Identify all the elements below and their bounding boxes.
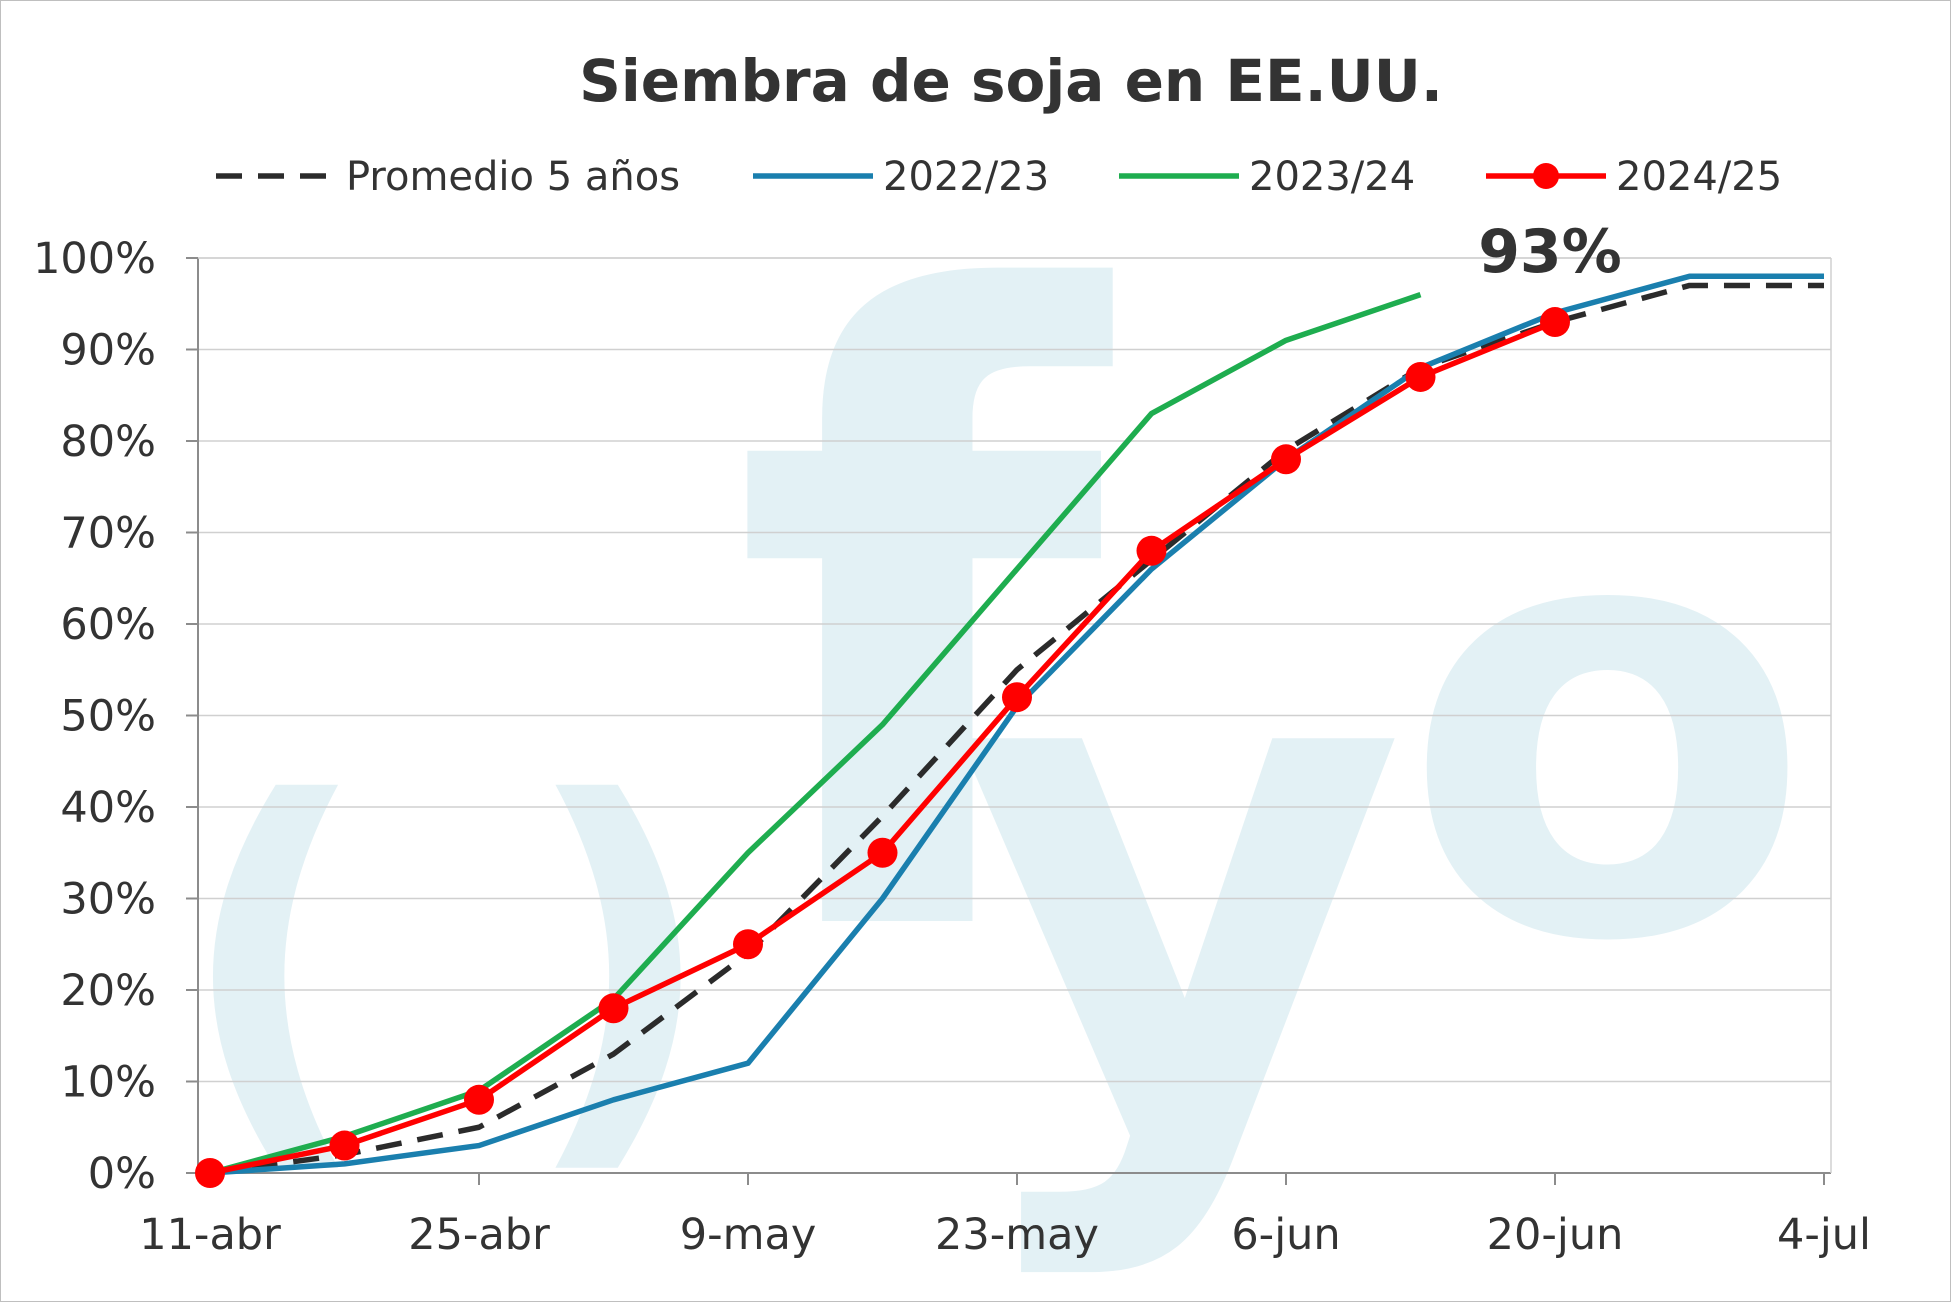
y-tick-label: 100% bbox=[33, 234, 156, 284]
watermark-glyph: ) bbox=[521, 713, 718, 1213]
x-tick-label: 23-may bbox=[935, 1210, 1099, 1260]
legend-label: Promedio 5 años bbox=[346, 154, 680, 200]
legend-marker bbox=[1533, 163, 1559, 189]
data-point bbox=[329, 1130, 360, 1161]
series-line-2 bbox=[209, 291, 1422, 1176]
data-label: 93% bbox=[1478, 217, 1622, 287]
y-tick-label: 60% bbox=[60, 600, 156, 650]
x-axis-ticks: 11-abr 25-abr 9-may 23-may 6-jun 20-jun 4-jul bbox=[139, 1173, 1871, 1260]
y-tick-label: 90% bbox=[60, 326, 156, 376]
x-tick-label: 9-may bbox=[680, 1210, 817, 1260]
y-tick-label: 20% bbox=[60, 966, 156, 1016]
y-tick-label: 0% bbox=[88, 1149, 156, 1199]
y-tick-label: 80% bbox=[60, 417, 156, 467]
data-point bbox=[195, 1158, 225, 1188]
chart-title: Siembra de soja en EE.UU. bbox=[579, 47, 1443, 115]
series-line-0 bbox=[209, 282, 1824, 1176]
x-tick-label: 11-abr bbox=[139, 1210, 281, 1260]
y-tick-label: 40% bbox=[60, 783, 156, 833]
legend-label: 2022/23 bbox=[883, 154, 1049, 200]
y-tick-label: 30% bbox=[60, 875, 156, 925]
data-point bbox=[1540, 307, 1570, 338]
y-axis-ticks: 0% 10% 20% 30% 40% 50% 60% 70% 80% 90% 100% bbox=[33, 234, 198, 1199]
y-tick-label: 70% bbox=[60, 509, 156, 559]
x-tick-label: 20-jun bbox=[1487, 1210, 1624, 1260]
y-tick-label: 50% bbox=[60, 692, 156, 742]
legend-label: 2023/24 bbox=[1249, 154, 1415, 200]
annotations: 93% bbox=[1478, 217, 1622, 287]
y-tick-label: 10% bbox=[60, 1058, 156, 1108]
data-point bbox=[598, 993, 629, 1024]
watermark-glyph: o bbox=[1401, 374, 1813, 1073]
x-tick-label: 25-abr bbox=[408, 1210, 550, 1260]
legend: Promedio 5 años 2022/23 2023/24 2024/25 bbox=[216, 154, 1782, 200]
series-markers bbox=[195, 307, 1570, 1188]
legend-label: 2024/25 bbox=[1616, 154, 1782, 200]
x-tick-label: 6-jun bbox=[1231, 1210, 1340, 1260]
data-point bbox=[867, 837, 898, 868]
data-point bbox=[1271, 444, 1301, 475]
data-point bbox=[1136, 535, 1167, 566]
data-point bbox=[1405, 361, 1436, 392]
x-tick-label: 4-jul bbox=[1777, 1210, 1871, 1260]
data-point bbox=[1002, 682, 1032, 713]
watermark-glyph: ( bbox=[176, 713, 373, 1213]
data-point bbox=[464, 1084, 494, 1115]
watermark-glyph: y bbox=[951, 472, 1407, 1287]
data-point bbox=[733, 929, 763, 960]
